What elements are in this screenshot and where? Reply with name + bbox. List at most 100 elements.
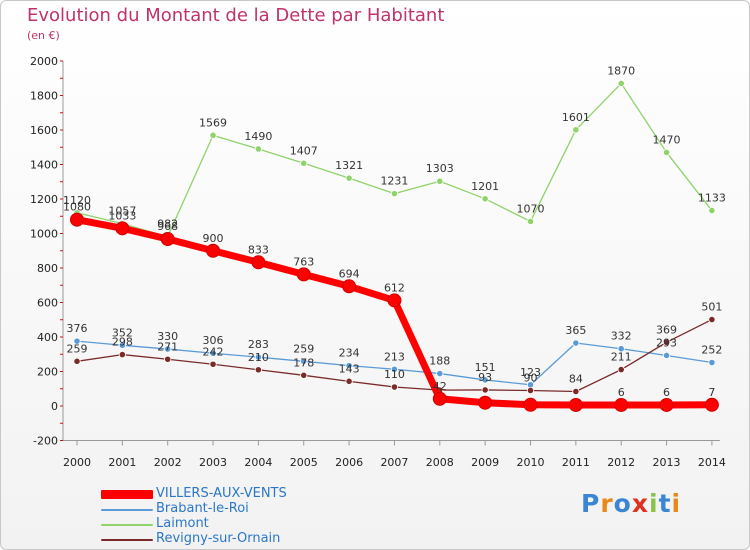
series-point-1 [345, 362, 353, 370]
data-label: 1120 [63, 194, 91, 207]
logo-letter: P [581, 489, 601, 518]
series-point-2 [662, 148, 671, 157]
series-point-1 [164, 345, 172, 353]
logo-letter: i [649, 489, 659, 518]
series-point-3 [526, 386, 535, 395]
series-point-3 [164, 355, 172, 363]
data-label: 365 [565, 324, 586, 337]
series-point-2 [526, 217, 535, 226]
data-label: 1569 [199, 116, 227, 129]
data-label: 143 [339, 362, 360, 375]
legend-label: Brabant-le-Roi [156, 501, 249, 516]
y-tick-label: 1000 [30, 228, 58, 241]
x-tick-label: 2001 [108, 456, 136, 469]
data-label: 298 [112, 336, 133, 349]
data-label: 259 [293, 342, 314, 355]
x-tick-label: 2004 [244, 456, 272, 469]
series-point-3 [209, 360, 217, 368]
data-label: 283 [248, 338, 269, 351]
y-tick-label: 1800 [30, 90, 58, 103]
data-label: 6 [663, 386, 670, 399]
x-tick-label: 2005 [290, 456, 318, 469]
data-label: 1321 [335, 159, 363, 172]
legend-item: Revigny-sur-Ornain [101, 531, 401, 547]
unit-label: (en €) [27, 29, 60, 42]
series-point-3 [390, 383, 399, 391]
data-label: 1133 [698, 192, 726, 205]
series-point-0 [115, 221, 130, 236]
data-label: 90 [524, 371, 538, 384]
x-tick-label: 2013 [653, 456, 681, 469]
data-label: 1601 [562, 111, 590, 124]
x-tick-label: 2010 [517, 456, 545, 469]
data-label: 306 [203, 334, 224, 347]
x-tick-label: 2007 [380, 456, 408, 469]
y-tick-label: 1200 [30, 193, 58, 206]
series-point-3 [73, 357, 81, 365]
data-label: 7 [708, 386, 715, 399]
series-point-1 [300, 357, 308, 365]
data-label: 93 [478, 371, 492, 384]
series-point-1 [118, 341, 126, 349]
legend-item: VILLERS-AUX-VENTS [101, 486, 401, 502]
series-point-2 [617, 79, 625, 88]
series-point-0 [523, 397, 538, 412]
logo-letter: x [631, 489, 649, 518]
series-point-3 [481, 386, 489, 394]
series-point-2 [708, 206, 716, 215]
series-point-1 [708, 358, 716, 367]
series-point-1 [390, 365, 399, 373]
x-tick-label: 2003 [199, 456, 227, 469]
series-point-0 [296, 267, 311, 282]
data-label: 369 [656, 323, 677, 336]
series-point-0 [568, 397, 583, 412]
data-label: 833 [248, 243, 269, 256]
series-point-0 [659, 397, 674, 412]
data-label: 1470 [653, 133, 681, 146]
data-label: 1303 [426, 162, 454, 175]
legend-swatch [101, 490, 153, 499]
data-label: 210 [248, 351, 269, 364]
legend-label: VILLERS-AUX-VENTS [156, 486, 287, 501]
series-line-2 [76, 82, 713, 238]
series-point-0 [432, 391, 447, 406]
series-point-2 [481, 195, 489, 203]
logo-letter: t [658, 489, 672, 518]
series-point-0 [206, 243, 221, 258]
legend-swatch [101, 524, 153, 526]
y-tick-label: 800 [37, 262, 58, 275]
series-point-3 [708, 315, 716, 324]
logo-letter: r [600, 489, 614, 518]
x-tick-label: 2000 [63, 456, 91, 469]
data-label: 900 [203, 232, 224, 245]
legend: VILLERS-AUX-VENTS Brabant-le-Roi Laimont Re… [101, 486, 401, 547]
series-point-1 [572, 339, 580, 347]
series-point-0 [704, 397, 719, 412]
y-tick-label: 600 [37, 297, 58, 310]
series-point-1 [662, 351, 671, 360]
data-label: 110 [384, 368, 405, 381]
data-label: 1080 [63, 201, 91, 214]
series-point-0 [478, 395, 493, 410]
data-label: 259 [67, 342, 88, 355]
data-label: 1231 [380, 175, 408, 188]
data-label: 352 [112, 326, 133, 339]
series-point-1 [209, 349, 217, 357]
series-point-1 [254, 353, 262, 361]
data-label: 332 [611, 330, 632, 343]
legend-label: Laimont [156, 516, 209, 531]
proxiti-logo: Proxiti [581, 489, 681, 518]
y-tick-label: 1600 [30, 124, 58, 137]
series-point-2 [300, 159, 308, 167]
x-tick-label: 2006 [335, 456, 363, 469]
data-label: 1490 [244, 130, 272, 143]
x-tick-label: 2002 [154, 456, 182, 469]
data-label: 293 [656, 336, 677, 349]
series-point-3 [254, 366, 262, 374]
series-point-2 [345, 174, 353, 182]
series-point-2 [390, 190, 399, 198]
series-point-0 [387, 293, 402, 308]
data-label: 1033 [108, 209, 136, 222]
y-tick-label: 0 [51, 400, 58, 413]
